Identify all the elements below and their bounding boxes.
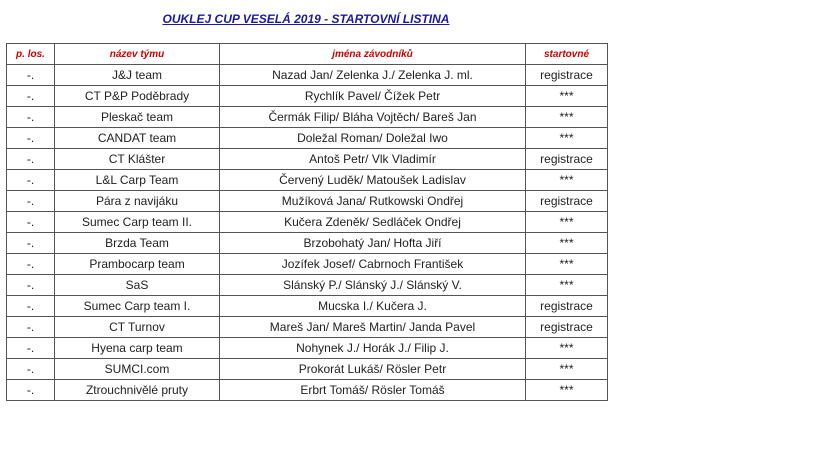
table-cell: J&J team bbox=[54, 64, 220, 86]
table-row: -. CT P&P Poděbrady Rychlík Pavel/ Čížek P… bbox=[6, 85, 608, 107]
table-row: -. L&L Carp Team Červený Luděk/ Matoušek L… bbox=[6, 169, 608, 191]
table-row: -. Hyena carp team Nohynek J./ Horák J./ F… bbox=[6, 337, 608, 359]
table-cell: Prambocarp team bbox=[54, 253, 220, 275]
table-cell: *** bbox=[525, 337, 608, 359]
table-cell: -. bbox=[6, 274, 55, 296]
table-row: -. Brzda Team Brzobohatý Jan/ Hofta Jiří **… bbox=[6, 232, 608, 254]
table-cell: Sumec Carp team I. bbox=[54, 295, 220, 317]
table-cell: Erbrt Tomáš/ Rösler Tomáš bbox=[219, 379, 526, 401]
table-cell: -. bbox=[6, 232, 55, 254]
table-cell: -. bbox=[6, 169, 55, 191]
table-cell: Ztrouchnivělé pruty bbox=[54, 379, 220, 401]
table-cell: Pleskač team bbox=[54, 106, 220, 128]
table-cell: Doležal Roman/ Doležal Iwo bbox=[219, 127, 526, 149]
table-cell: Prokorát Lukáš/ Rösler Petr bbox=[219, 358, 526, 380]
table-cell: -. bbox=[6, 295, 55, 317]
table-row: -. SaS Slánský P./ Slánský J./ Slánský V. *… bbox=[6, 274, 608, 296]
table-cell: -. bbox=[6, 106, 55, 128]
header-cell: jména závodníků bbox=[219, 43, 526, 65]
table-cell: CANDAT team bbox=[54, 127, 220, 149]
table-cell: Mužíková Jana/ Rutkowski Ondřej bbox=[219, 190, 526, 212]
table-cell: SaS bbox=[54, 274, 220, 296]
table-cell: -. bbox=[6, 253, 55, 275]
table-cell: Brzda Team bbox=[54, 232, 220, 254]
table-cell: Pára z navijáku bbox=[54, 190, 220, 212]
table-row: -. Sumec Carp team II. Kučera Zdeněk/ Sedl… bbox=[6, 211, 608, 233]
table-row: -. CT Turnov Mareš Jan/ Mareš Martin/ Jand… bbox=[6, 316, 608, 338]
table-cell: SUMCI.com bbox=[54, 358, 220, 380]
table-cell: registrace bbox=[525, 316, 608, 338]
table-cell: *** bbox=[525, 85, 608, 107]
table-cell: CT Klášter bbox=[54, 148, 220, 170]
table-cell: Nazad Jan/ Zelenka J./ Zelenka J. ml. bbox=[219, 64, 526, 86]
table-cell: CT Turnov bbox=[54, 316, 220, 338]
table-cell: *** bbox=[525, 358, 608, 380]
table-cell: L&L Carp Team bbox=[54, 169, 220, 191]
table-cell: -. bbox=[6, 337, 55, 359]
table-cell: *** bbox=[525, 232, 608, 254]
table-row: -. Sumec Carp team I. Mucska I./ Kučera J.… bbox=[6, 295, 608, 317]
table-cell: Nohynek J./ Horák J./ Filip J. bbox=[219, 337, 526, 359]
table-cell: registrace bbox=[525, 64, 608, 86]
table-cell: *** bbox=[525, 169, 608, 191]
table-cell: -. bbox=[6, 316, 55, 338]
table-cell: *** bbox=[525, 127, 608, 149]
table-cell: Rychlík Pavel/ Čížek Petr bbox=[219, 85, 526, 107]
table-cell: Kučera Zdeněk/ Sedláček Ondřej bbox=[219, 211, 526, 233]
start-list-table: p. los. název týmu jména závodníků startovn… bbox=[6, 43, 608, 401]
table-cell: *** bbox=[525, 253, 608, 275]
table-cell: *** bbox=[525, 379, 608, 401]
table-cell: Hyena carp team bbox=[54, 337, 220, 359]
table-row: -. Pleskač team Čermák Filip/ Bláha Vojtěc… bbox=[6, 106, 608, 128]
table-cell: Mucska I./ Kučera J. bbox=[219, 295, 526, 317]
table-cell: -. bbox=[6, 379, 55, 401]
table-cell: CT P&P Poděbrady bbox=[54, 85, 220, 107]
table-cell: -. bbox=[6, 64, 55, 86]
table-cell: Jozífek Josef/ Cabrnoch František bbox=[219, 253, 526, 275]
table-row: -. Ztrouchnivělé pruty Erbrt Tomáš/ Rösler… bbox=[6, 379, 608, 401]
table-cell: registrace bbox=[525, 190, 608, 212]
table-cell: registrace bbox=[525, 295, 608, 317]
table-cell: Sumec Carp team II. bbox=[54, 211, 220, 233]
table-row: -. CANDAT team Doležal Roman/ Doležal Iwo *… bbox=[6, 127, 608, 149]
table-cell: Antoš Petr/ Vlk Vladimír bbox=[219, 148, 526, 170]
table-cell: -. bbox=[6, 358, 55, 380]
table-cell: Červený Luděk/ Matoušek Ladislav bbox=[219, 169, 526, 191]
table-cell: Mareš Jan/ Mareš Martin/ Janda Pavel bbox=[219, 316, 526, 338]
header-cell: startovné bbox=[525, 43, 608, 65]
header-cell: p. los. bbox=[6, 43, 55, 65]
table-cell: registrace bbox=[525, 148, 608, 170]
table-row: -. Prambocarp team Jozífek Josef/ Cabrnoch… bbox=[6, 253, 608, 275]
table-cell: *** bbox=[525, 274, 608, 296]
table-cell: Brzobohatý Jan/ Hofta Jiří bbox=[219, 232, 526, 254]
table-row: -. CT Klášter Antoš Petr/ Vlk Vladimír regi… bbox=[6, 148, 608, 170]
table-cell: Slánský P./ Slánský J./ Slánský V. bbox=[219, 274, 526, 296]
title: OUKLEJ CUP VESELÁ 2019 - STARTOVNÍ LISTI… bbox=[162, 12, 450, 26]
table-cell: -. bbox=[6, 190, 55, 212]
table-cell: *** bbox=[525, 211, 608, 233]
table-cell: -. bbox=[6, 148, 55, 170]
table-body: -. J&J team Nazad Jan/ Zelenka J./ Zelenka… bbox=[6, 64, 608, 401]
header-row: p. los. název týmu jména závodníků startovn… bbox=[6, 43, 608, 65]
table-cell: -. bbox=[6, 127, 55, 149]
table-row: -. Pára z navijáku Mužíková Jana/ Rutkowsk… bbox=[6, 190, 608, 212]
table-cell: Čermák Filip/ Bláha Vojtěch/ Bareš Jan bbox=[219, 106, 526, 128]
table-row: -. J&J team Nazad Jan/ Zelenka J./ Zelenka… bbox=[6, 64, 608, 86]
table-cell: -. bbox=[6, 85, 55, 107]
table-cell: -. bbox=[6, 211, 55, 233]
header-cell: název týmu bbox=[54, 43, 220, 65]
table-row: -. SUMCI.com Prokorát Lukáš/ Rösler Petr **… bbox=[6, 358, 608, 380]
table-cell: *** bbox=[525, 106, 608, 128]
